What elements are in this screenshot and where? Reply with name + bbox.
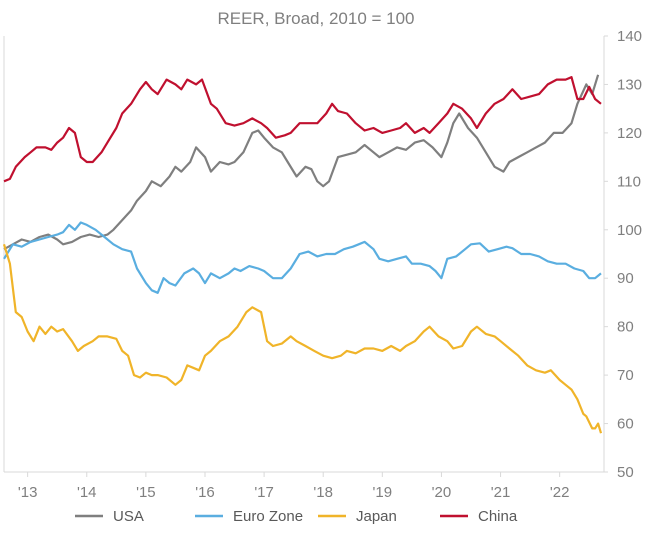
x-tick-label: '15 (136, 484, 156, 501)
legend-label: USA (113, 508, 144, 525)
x-tick-label: '17 (254, 484, 274, 501)
chart-title: REER, Broad, 2010 = 100 (217, 9, 414, 28)
x-tick-label: '14 (77, 484, 97, 501)
series-lines (2, 74, 603, 434)
legend-label: Japan (356, 508, 397, 525)
y-tick-label: 110 (617, 173, 641, 190)
y-tick-label: 80 (617, 319, 634, 336)
x-tick-label: '20 (432, 484, 452, 501)
plot-area (3, 36, 605, 473)
y-tick-label: 90 (617, 270, 634, 287)
x-tick-label: '13 (18, 484, 38, 501)
y-tick-label: 120 (617, 125, 642, 142)
y-tick-label: 130 (617, 76, 642, 93)
legend-label: China (478, 508, 518, 525)
y-tick-label: 50 (617, 464, 634, 481)
legend: USA Euro Zone Japan China (75, 508, 518, 525)
series-line-japan (2, 243, 603, 434)
y-tick-label: 70 (617, 367, 634, 384)
series-line-usa (3, 74, 600, 251)
series-line-china (3, 76, 602, 183)
x-tick-label: '21 (491, 484, 511, 501)
x-tick-label: '22 (550, 484, 570, 501)
y-tick-label: 140 (617, 28, 642, 45)
series-line-euro-zone (3, 221, 602, 294)
x-axis-ticks: '13 '14 '15 '16 '17 '18 '19 '20 '21 '22 (18, 472, 570, 501)
y-tick-label: 100 (617, 222, 642, 239)
x-tick-label: '16 (195, 484, 215, 501)
x-tick-label: '19 (373, 484, 393, 501)
legend-label: Euro Zone (233, 508, 303, 525)
y-tick-label: 60 (617, 416, 634, 433)
y-axis-ticks: 50 60 70 80 90 100 110 120 130 140 (604, 28, 642, 481)
x-tick-label: '18 (313, 484, 333, 501)
